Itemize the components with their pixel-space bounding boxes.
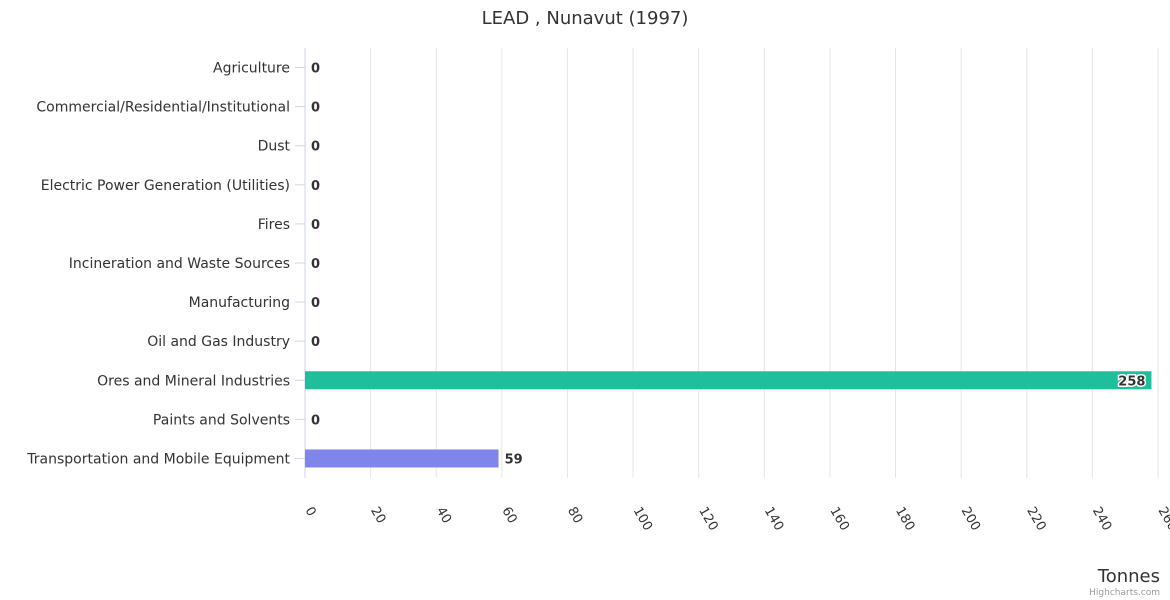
value-axis-tick-label: 80	[564, 505, 585, 527]
value-axis-tick-label: 40	[433, 505, 454, 527]
data-label: 0	[311, 296, 320, 311]
bar[interactable]	[305, 449, 499, 468]
value-axis-tick-label: 100	[630, 505, 655, 534]
credits-link[interactable]: Highcharts.com	[1089, 588, 1160, 598]
data-label: 59	[505, 452, 523, 467]
value-axis-title: Tonnes	[1097, 566, 1160, 587]
value-axis-tick-label: 200	[958, 505, 983, 534]
category-axis: Agriculture Commercial/Residential/Instit…	[26, 48, 306, 478]
data-label: 0	[311, 335, 320, 350]
value-axis-tick-label: 160	[826, 505, 851, 534]
data-label: 258	[1118, 374, 1145, 389]
value-axis-tick-label: 120	[695, 505, 720, 534]
category-label: Agriculture	[213, 61, 290, 77]
category-label: Paints and Solvents	[153, 412, 290, 428]
data-label: 0	[311, 257, 320, 272]
data-label: 0	[311, 218, 320, 233]
category-label: Commercial/Residential/Institutional	[36, 100, 290, 116]
value-axis-tick-label: 0	[302, 505, 319, 520]
value-axis-tick-label: 180	[892, 505, 917, 534]
value-axis-tick-label: 220	[1023, 505, 1048, 534]
value-axis-ticks: 0 20 40 60 80 100 120 140 160 180 200 220 240 260	[302, 505, 1170, 534]
data-label: 0	[311, 140, 320, 155]
data-label: 0	[311, 62, 320, 77]
data-label: 0	[311, 413, 320, 428]
category-label: Ores and Mineral Industries	[97, 373, 290, 389]
category-label: Electric Power Generation (Utilities)	[41, 178, 290, 194]
value-axis-tick-label: 240	[1089, 505, 1114, 534]
grid-lines	[304, 48, 1159, 478]
data-labels: 0 0 0 0 0 0 0 0 258 0 59	[311, 62, 1147, 468]
category-label: Manufacturing	[189, 295, 290, 311]
bar[interactable]	[305, 371, 1152, 390]
category-label: Transportation and Mobile Equipment	[26, 451, 290, 467]
chart-title: LEAD , Nunavut (1997)	[482, 8, 689, 29]
data-label: 0	[311, 101, 320, 116]
value-axis-tick-label: 20	[367, 505, 388, 527]
category-label: Oil and Gas Industry	[147, 334, 290, 350]
value-axis-tick-label: 60	[498, 505, 519, 527]
value-axis-tick-label: 260	[1155, 505, 1170, 534]
category-label: Incineration and Waste Sources	[69, 256, 290, 272]
category-label: Fires	[258, 217, 290, 233]
data-label: 0	[311, 179, 320, 194]
category-label: Dust	[258, 139, 291, 155]
value-axis-tick-label: 140	[761, 505, 786, 534]
bars	[305, 371, 1152, 468]
